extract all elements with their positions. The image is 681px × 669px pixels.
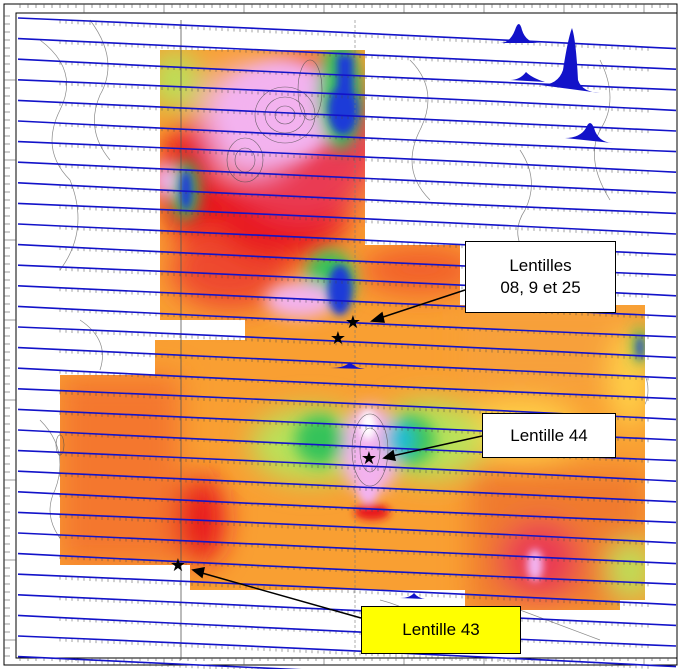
- callout-lentille-43-label: Lentille 43: [402, 620, 480, 639]
- profile-peak-3: [510, 72, 545, 82]
- survey-profile-line: [17, 140, 677, 173]
- survey-profile-line: [17, 491, 677, 524]
- star-marker-4: ★: [170, 555, 186, 576]
- callout-lentille-44-label: Lentille 44: [510, 425, 588, 445]
- profile-peak-5: [330, 362, 365, 369]
- survey-profile-line: [17, 202, 677, 235]
- survey-profile-line: [17, 655, 302, 669]
- callout-lentille-44: Lentille 44: [482, 413, 616, 458]
- survey-profile-line: [17, 17, 677, 50]
- arrow-head-lentilles: [370, 311, 385, 323]
- profile-peak-2: [540, 28, 600, 93]
- survey-profile-line: [17, 326, 677, 359]
- profile-peak-1: [500, 24, 540, 43]
- star-marker-2: ★: [330, 328, 346, 349]
- arrow-head-lentille-43: [191, 567, 205, 579]
- survey-profile-line: [17, 346, 677, 379]
- survey-profile-line: [17, 449, 677, 482]
- star-marker-3: ★: [361, 448, 377, 469]
- arrow-lentille-44: [391, 435, 483, 457]
- profile-peak-6: [400, 593, 425, 599]
- survey-profile-line: [17, 470, 677, 503]
- survey-profile-line: [17, 594, 677, 627]
- callout-lentilles-08-9-25: Lentilles 08, 9 et 25: [465, 241, 616, 313]
- map-inner-frame: [15, 12, 678, 659]
- survey-profile-line: [17, 511, 677, 544]
- callout-arrows: [191, 289, 483, 619]
- callout-lentille-43: Lentille 43: [361, 606, 521, 654]
- survey-profile-line: [17, 635, 677, 668]
- arrow-lentille-43: [201, 572, 362, 619]
- profile-peak-4: [565, 123, 612, 143]
- survey-profile-line: [17, 552, 677, 585]
- survey-profile-line: [17, 367, 677, 400]
- survey-profile-line: [17, 120, 677, 153]
- survey-profile-line: [17, 58, 677, 91]
- callout-lentilles-08-9-25-label: Lentilles 08, 9 et 25: [500, 256, 581, 297]
- star-marker-1: ★: [345, 312, 361, 333]
- survey-profile-line: [17, 161, 677, 194]
- arrow-lentilles-08-9-25: [379, 289, 466, 319]
- survey-profile-line: [17, 182, 677, 215]
- survey-profile-line: [17, 532, 677, 565]
- survey-profile-line: [17, 37, 677, 70]
- survey-profile-line: [17, 614, 677, 647]
- survey-profile-line: [17, 99, 677, 132]
- profile-peaks: [330, 24, 612, 599]
- survey-profile-line: [17, 573, 677, 606]
- survey-profile-line: [17, 79, 677, 112]
- arrow-head-lentille-44: [382, 449, 396, 461]
- survey-profile-line: [17, 305, 677, 338]
